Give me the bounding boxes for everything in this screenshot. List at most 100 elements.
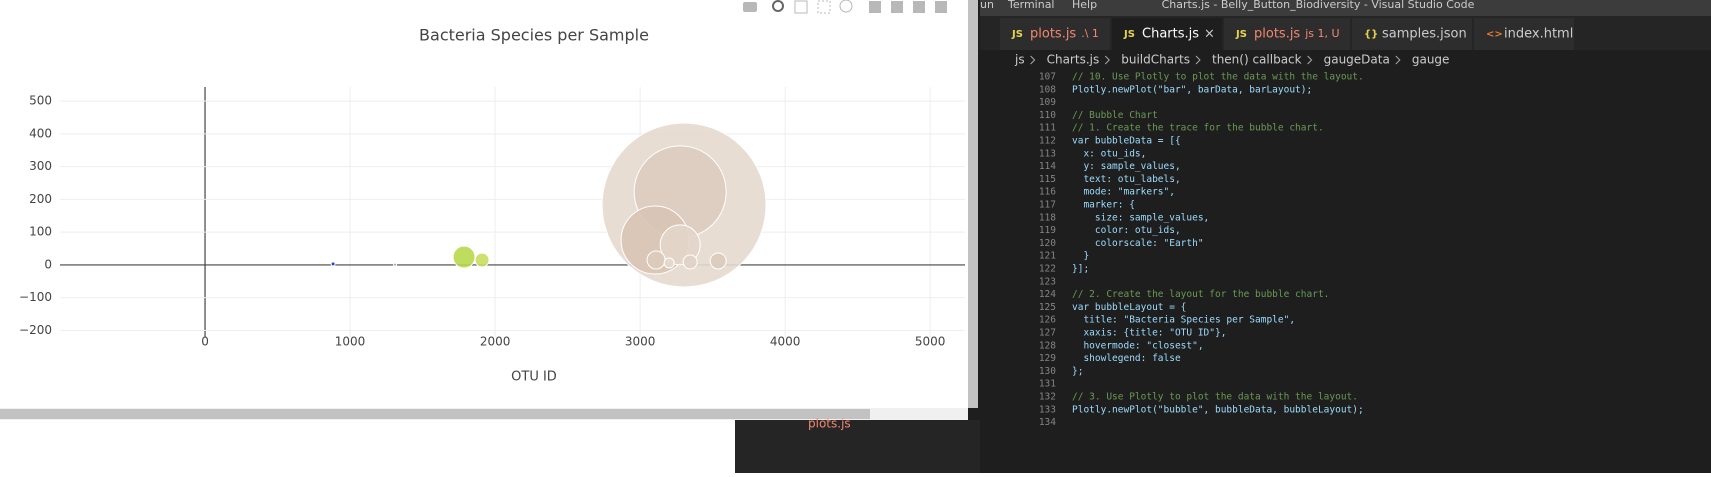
line-number: 126 xyxy=(1039,315,1056,326)
scrollbar-thumb[interactable] xyxy=(0,409,870,419)
line-number: 122 xyxy=(1039,264,1056,275)
menu-item: un xyxy=(980,0,994,11)
line-number: 131 xyxy=(1039,379,1056,390)
v-scrollbar[interactable] xyxy=(968,0,978,408)
line-number: 118 xyxy=(1039,212,1056,223)
modebar xyxy=(743,0,947,14)
menu-item: Help xyxy=(1072,0,1097,11)
y-tick-label: 400 xyxy=(29,126,52,140)
tab-detail: js 1, U xyxy=(1304,27,1339,40)
tab[interactable] xyxy=(1474,18,1574,50)
bubble xyxy=(663,257,675,269)
line-number: 130 xyxy=(1039,366,1056,377)
line-number: 113 xyxy=(1039,148,1056,159)
code-line: x: otu_ids, xyxy=(1072,148,1146,159)
x-tick-label: 3000 xyxy=(625,335,656,349)
menu-item: Terminal xyxy=(1007,0,1055,11)
code-line: y: sample_values, xyxy=(1072,161,1181,172)
tab-detail: .\ 1 xyxy=(1081,27,1099,40)
code-line: size: sample_values, xyxy=(1072,212,1209,223)
code-line: // 10. Use Plotly to plot the data with … xyxy=(1072,72,1364,83)
bubble xyxy=(646,250,666,270)
tab[interactable] xyxy=(1112,18,1222,50)
lasso-icon[interactable] xyxy=(839,0,853,13)
y-tick-label: 300 xyxy=(29,159,52,173)
code-line: var bubbleData = [{ xyxy=(1072,136,1181,147)
line-number: 116 xyxy=(1039,187,1056,198)
tab-name: index.html xyxy=(1504,27,1573,42)
x-tick-label: 1000 xyxy=(335,335,366,349)
breadcrumb-sep xyxy=(1395,55,1401,65)
bubble xyxy=(393,262,398,267)
tab[interactable] xyxy=(1352,18,1472,50)
code-line: // 3. Use Plotly to plot the data with t… xyxy=(1072,392,1358,403)
code-line: } xyxy=(1072,251,1089,262)
line-number: 123 xyxy=(1039,276,1056,287)
code-line: xaxis: {title: "OTU ID"}, xyxy=(1072,328,1226,339)
code-line: text: otu_labels, xyxy=(1072,174,1181,185)
line-number: 109 xyxy=(1039,97,1056,108)
code-line: Plotly.newPlot("bar", barData, barLayout… xyxy=(1072,84,1312,95)
y-tick-label: −200 xyxy=(19,323,52,337)
bubble xyxy=(474,252,490,268)
code-line: // Bubble Chart xyxy=(1072,110,1158,121)
zoom-out-icon[interactable] xyxy=(891,1,903,13)
line-number: 114 xyxy=(1039,161,1056,172)
y-tick-label: 200 xyxy=(29,192,52,206)
line-number: 129 xyxy=(1039,353,1056,364)
tab[interactable] xyxy=(1224,18,1350,50)
browser-pane xyxy=(0,0,975,408)
line-number: 112 xyxy=(1039,136,1056,147)
breadcrumb[interactable]: gauge xyxy=(1412,53,1450,67)
line-number: 132 xyxy=(1039,392,1056,403)
line-number: 125 xyxy=(1039,302,1056,313)
zoom-icon[interactable] xyxy=(772,0,784,12)
breadcrumb[interactable]: then() callback xyxy=(1212,53,1302,67)
x-tick-label: 5000 xyxy=(915,335,946,349)
bottom-file: plots.js xyxy=(808,417,851,431)
y-tick-label: 100 xyxy=(29,225,52,239)
home-icon[interactable] xyxy=(935,1,947,13)
bubble xyxy=(682,254,698,270)
y-tick-label: −100 xyxy=(19,290,52,304)
pan-icon[interactable] xyxy=(794,0,808,14)
tab-name: Charts.js xyxy=(1142,27,1199,42)
camera-icon[interactable] xyxy=(743,2,757,12)
line-number: 108 xyxy=(1039,84,1056,95)
breadcrumb[interactable]: js xyxy=(1014,53,1025,67)
zoom-in-icon[interactable] xyxy=(869,1,881,13)
line-number: 120 xyxy=(1039,238,1056,249)
breadcrumb[interactable]: Charts.js xyxy=(1047,53,1100,67)
autoscale-icon[interactable] xyxy=(913,1,925,13)
line-number: 117 xyxy=(1039,200,1056,211)
line-number: 124 xyxy=(1039,289,1056,300)
code-line: showlegend: false xyxy=(1072,353,1181,364)
breadcrumb[interactable]: gaugeData xyxy=(1324,53,1390,67)
bubble xyxy=(452,245,476,269)
code-line: title: "Bacteria Species per Sample", xyxy=(1072,315,1295,326)
tab-name: samples.json xyxy=(1382,27,1467,42)
code-line: Plotly.newPlot("bubble", bubbleData, bub… xyxy=(1072,404,1364,415)
line-number: 111 xyxy=(1039,123,1056,134)
bubble xyxy=(330,261,336,267)
tab[interactable] xyxy=(1000,18,1110,50)
code-line: // 1. Create the trace for the bubble ch… xyxy=(1072,123,1324,134)
code-line: colorscale: "Earth" xyxy=(1072,238,1204,249)
breadcrumb[interactable]: buildCharts xyxy=(1121,53,1190,67)
breadcrumb-sep xyxy=(1104,55,1110,65)
line-number: 107 xyxy=(1039,72,1056,83)
code-line: }]; xyxy=(1072,264,1089,275)
tab-icon: {} xyxy=(1364,29,1378,40)
select-icon[interactable] xyxy=(817,0,831,14)
code-line: var bubbleLayout = { xyxy=(1072,302,1186,313)
chart: Bacteria Species per Sample OTU ID 0 1000… xyxy=(19,26,965,385)
y-tick-label: 0 xyxy=(44,257,52,271)
bubble xyxy=(709,252,727,270)
code-line: marker: { xyxy=(1072,200,1135,211)
title-bar xyxy=(980,0,1711,16)
line-number: 128 xyxy=(1039,340,1056,351)
breadcrumb-sep xyxy=(1307,55,1313,65)
tab-close[interactable]: × xyxy=(1204,27,1215,42)
